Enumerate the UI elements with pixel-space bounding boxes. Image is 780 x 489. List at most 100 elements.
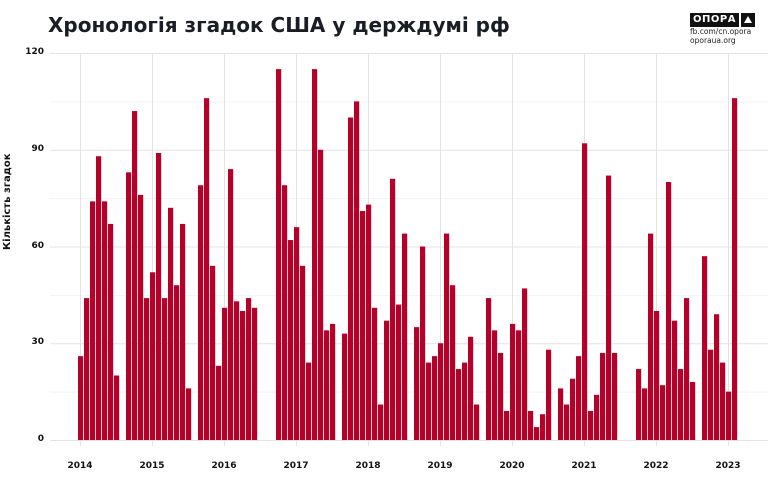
bar [306, 362, 312, 440]
y-tick-label: 30 [31, 337, 44, 348]
bar [678, 369, 684, 440]
bar [486, 298, 492, 440]
bar [156, 152, 162, 440]
bar [204, 98, 210, 441]
x-tick-label: 2022 [643, 461, 669, 471]
bar [144, 298, 150, 440]
bar [342, 333, 348, 440]
bar [300, 265, 306, 440]
bar [684, 298, 690, 440]
chart-title: Хронологія згадок США у держдумі рф [48, 13, 510, 37]
bar [456, 369, 462, 440]
bar [252, 307, 258, 440]
bar [450, 285, 456, 440]
x-tick-label: 2017 [283, 461, 309, 471]
bar [222, 307, 228, 440]
bar [132, 111, 138, 441]
bar [492, 330, 498, 440]
bar [420, 246, 426, 440]
bar [474, 404, 480, 440]
bar [84, 298, 90, 440]
bar [360, 211, 366, 440]
x-tick-label: 2019 [427, 461, 453, 471]
bar [150, 272, 156, 440]
bar [426, 362, 432, 440]
x-tick-label: 2018 [355, 461, 381, 471]
bar [276, 69, 282, 440]
y-tick-label: 0 [37, 434, 44, 444]
bar [708, 349, 714, 440]
bar [108, 223, 114, 440]
bar [162, 298, 168, 440]
bar [126, 172, 132, 440]
bar [390, 178, 396, 440]
bar [288, 240, 294, 440]
opora-logo[interactable]: ОПОРА fb.com/cn.opora oporaua.org [690, 13, 755, 45]
logo-wordmark: ОПОРА [690, 13, 739, 27]
bars [78, 69, 738, 441]
bar [522, 288, 528, 440]
bar [78, 356, 84, 440]
bar [228, 169, 234, 440]
bar [168, 207, 174, 440]
bar [294, 227, 300, 440]
bar [462, 362, 468, 440]
bar [282, 185, 288, 440]
bar [600, 352, 606, 440]
bar [240, 311, 246, 440]
website-link[interactable]: oporaua.org [690, 36, 736, 45]
x-tick-label: 2020 [499, 461, 525, 471]
bar [636, 369, 642, 440]
bar [432, 356, 438, 440]
bar [174, 285, 180, 440]
bar [732, 98, 738, 441]
bar [534, 427, 540, 440]
bar [210, 265, 216, 440]
bar [540, 414, 546, 440]
bar [558, 388, 564, 440]
bar [510, 323, 516, 440]
bar [570, 378, 576, 440]
bar [180, 223, 186, 440]
bar [438, 343, 444, 440]
bar [402, 233, 408, 440]
bar [648, 233, 654, 440]
bar [366, 204, 372, 440]
bar [564, 404, 570, 440]
bar [468, 336, 474, 440]
bar [660, 385, 666, 440]
x-tick-label: 2016 [211, 461, 237, 471]
y-tick-label: 120 [25, 47, 44, 57]
bar [198, 185, 204, 440]
bar [384, 320, 390, 440]
bar [372, 307, 378, 440]
bar [642, 388, 648, 440]
bar [702, 256, 708, 440]
bar [246, 298, 252, 440]
bar [102, 201, 108, 440]
bar [234, 301, 240, 440]
bar [588, 410, 594, 440]
x-tick-label: 2023 [715, 461, 741, 471]
y-tick-label: 60 [31, 240, 44, 251]
bar [90, 201, 96, 440]
bar [546, 349, 552, 440]
bar [96, 156, 102, 440]
bar [594, 394, 600, 440]
bar [714, 314, 720, 440]
bar [378, 404, 384, 440]
x-tick-label: 2014 [67, 461, 93, 471]
facebook-link[interactable]: fb.com/cn.opora [690, 27, 752, 36]
bar [318, 149, 324, 440]
bar [606, 175, 612, 441]
bar [216, 365, 222, 440]
bar [504, 410, 510, 440]
bar [414, 327, 420, 440]
bar [396, 304, 402, 440]
bar [348, 117, 354, 440]
x-tick-label: 2015 [139, 461, 165, 471]
bar [138, 194, 144, 440]
bar [354, 101, 360, 440]
bar [690, 381, 696, 440]
